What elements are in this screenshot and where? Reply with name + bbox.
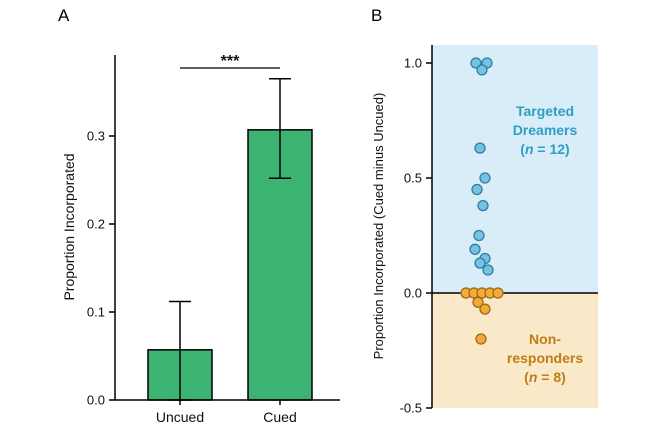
data-point — [482, 264, 494, 276]
y-tick-label: 0.2 — [87, 217, 105, 232]
data-point — [469, 243, 481, 255]
y-tick-label: 0.0 — [87, 393, 105, 408]
group-label: Non- — [529, 331, 561, 347]
group-label: Targeted — [516, 103, 574, 119]
data-point — [477, 199, 489, 212]
group-label: responders — [507, 350, 583, 366]
data-point — [475, 333, 487, 345]
data-point — [479, 172, 491, 184]
y-tick-label: 0.0 — [404, 286, 422, 301]
group-label: (n = 8) — [524, 369, 566, 385]
panel-b-label: B — [371, 6, 383, 25]
y-tick-label: -0.5 — [400, 401, 422, 416]
targeted-dreamers-region — [432, 45, 598, 293]
data-point — [474, 142, 486, 154]
y-axis-label: Proportion Incorporated (Cued minus Uncu… — [371, 93, 386, 360]
data-point — [479, 303, 491, 315]
data-point — [474, 257, 486, 269]
panel-b-chart: 1.0 0.5 0.0 -0.5 Targeted Dreamers (n = 12) Non… — [371, 45, 598, 416]
data-point — [492, 287, 504, 299]
x-tick-label: Cued — [263, 409, 296, 425]
data-point — [472, 296, 484, 308]
group-label: (n = 12) — [520, 141, 569, 157]
x-tick-label: Uncued — [156, 409, 204, 425]
data-point — [476, 64, 488, 76]
y-tick-label: 0.3 — [87, 129, 105, 144]
panel-a-chart: 0.0 0.1 0.2 0.3 Uncued Cued Proportion Incorpo… — [61, 53, 340, 425]
group-label: Dreamers — [513, 122, 578, 138]
significance-stars: *** — [221, 53, 240, 70]
non-responders-region — [432, 293, 598, 408]
data-point — [473, 229, 485, 242]
y-tick-label: 0.1 — [87, 305, 105, 320]
y-axis-label: Proportion Incorporated — [61, 153, 77, 300]
panel-a-label: A — [58, 6, 70, 25]
y-tick-label: 0.5 — [404, 171, 422, 186]
data-point — [471, 183, 483, 196]
y-tick-label: 1.0 — [404, 56, 422, 71]
